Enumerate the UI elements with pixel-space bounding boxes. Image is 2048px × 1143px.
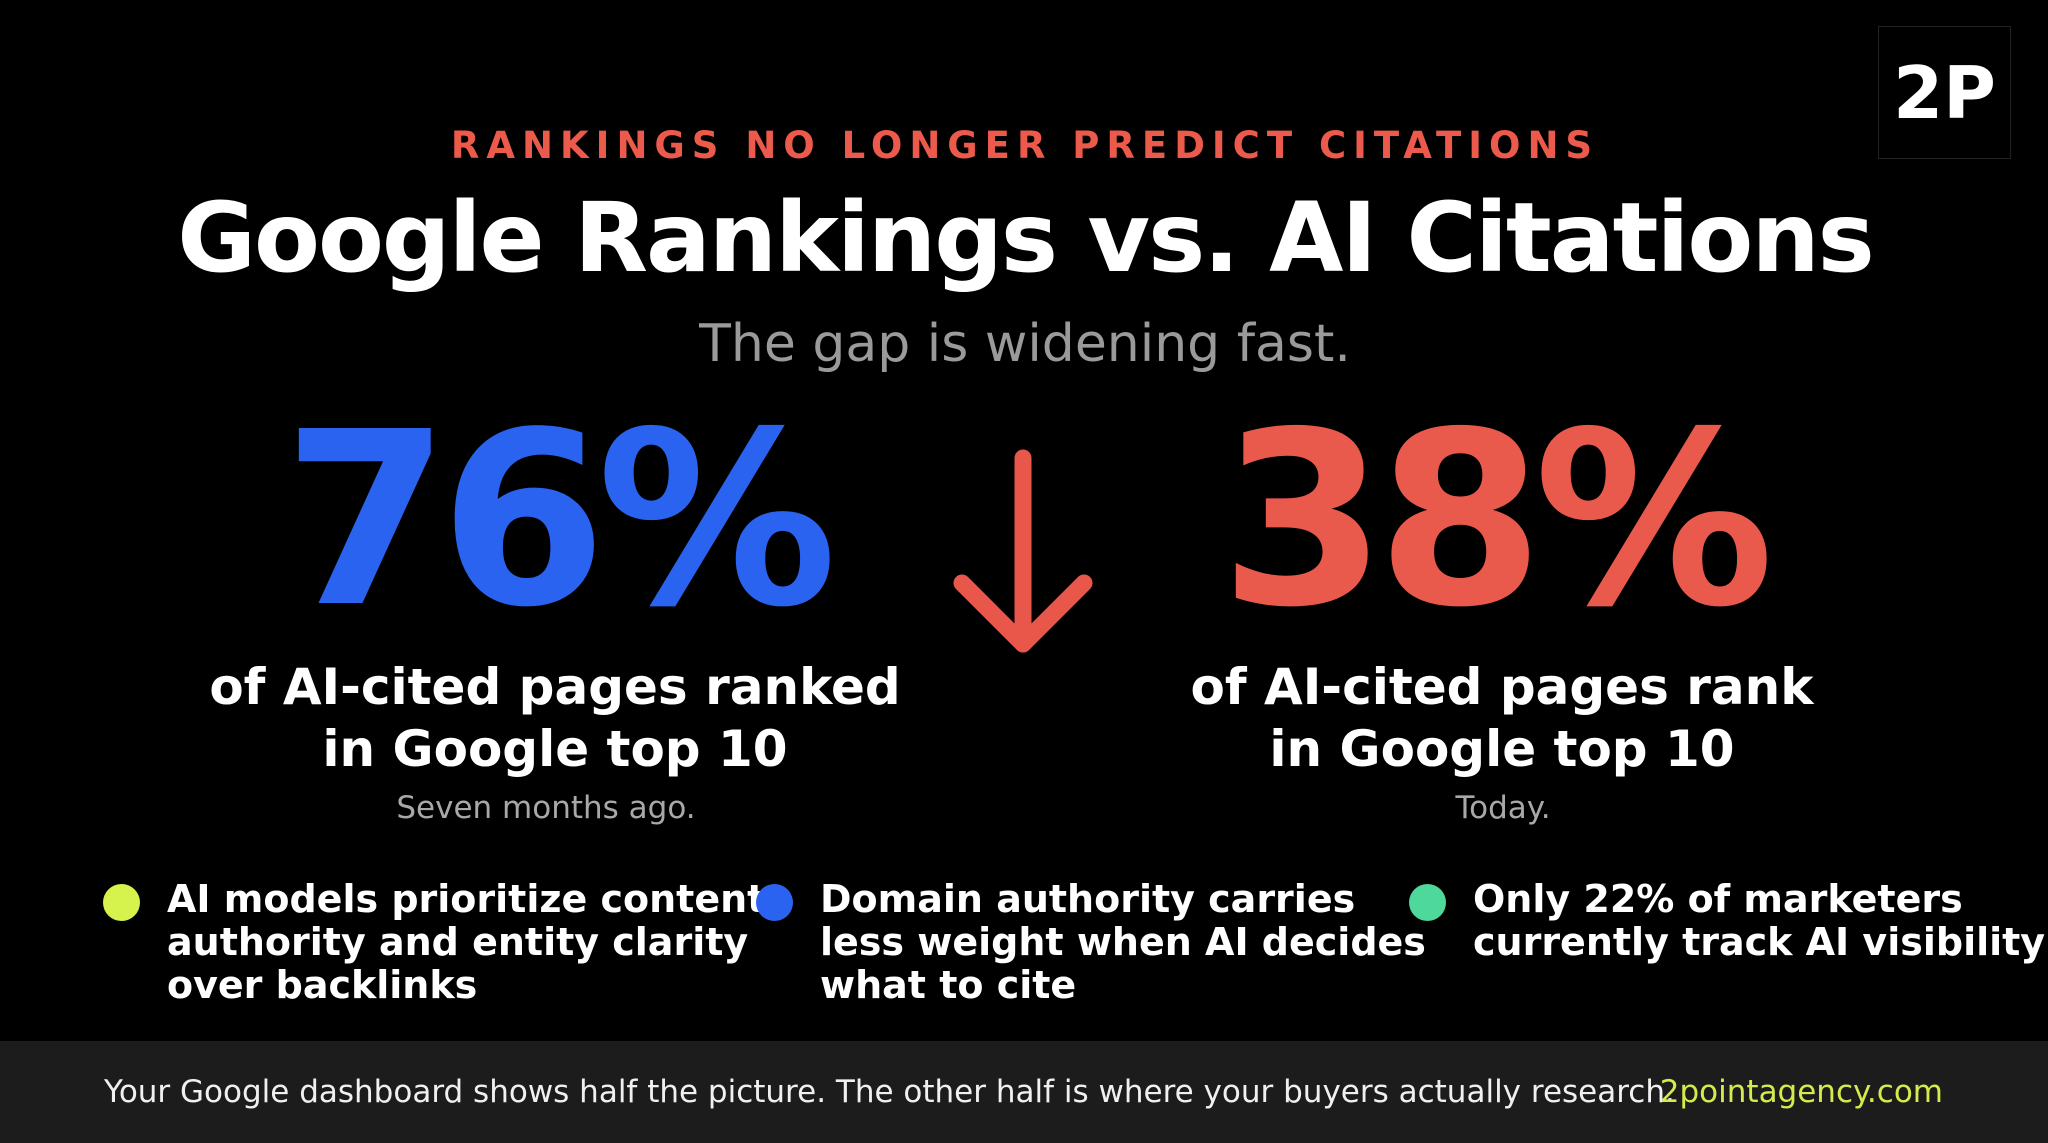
- down-arrow: [953, 449, 1093, 653]
- bullet-line: what to cite: [820, 963, 1077, 1007]
- logo: 2P: [1878, 26, 2011, 159]
- stat-label: of AI-cited pages ranked in Google top 1…: [209, 656, 900, 780]
- stat-label-line: of AI-cited pages ranked: [209, 658, 901, 716]
- bullet-line: Domain authority carries: [820, 877, 1356, 921]
- eyebrow: RANKINGS NO LONGER PREDICT CITATIONS: [450, 124, 1600, 167]
- stat-label-line: in Google top 10: [322, 720, 788, 778]
- stat-label-line: of AI-cited pages rank: [1190, 658, 1814, 716]
- stat-value: 76%: [282, 380, 837, 660]
- bullet: Domain authority carries less weight whe…: [820, 878, 1426, 1007]
- bullet-line: AI models prioritize content: [167, 877, 766, 921]
- subtitle: The gap is widening fast.: [699, 314, 1351, 374]
- bullet-dot: [756, 884, 793, 921]
- stat-value: 38%: [1219, 380, 1774, 660]
- bullet-line: currently track AI visibility: [1473, 920, 2046, 964]
- title: Google Rankings vs. AI Citations: [177, 182, 1875, 294]
- stat-note: Today.: [1455, 790, 1551, 826]
- bullet: Only 22% of marketers currently track AI…: [1473, 878, 2045, 964]
- footer-link[interactable]: 2pointagency.com: [1659, 1074, 1943, 1110]
- footer-text: Your Google dashboard shows half the pic…: [104, 1074, 1675, 1110]
- bullet: AI models prioritize content authority a…: [167, 878, 765, 1007]
- bullet-line: Only 22% of marketers: [1473, 877, 1963, 921]
- bullet-line: over backlinks: [167, 963, 478, 1007]
- bullet-dot: [1409, 884, 1446, 921]
- bullet-line: less weight when AI decides: [820, 920, 1426, 964]
- stat-note: Seven months ago.: [396, 790, 696, 826]
- stat-label: of AI-cited pages rank in Google top 10: [1191, 656, 1814, 780]
- bullet-line: authority and entity clarity: [167, 920, 749, 964]
- footer-bar: [0, 1041, 2048, 1143]
- stat-label-line: in Google top 10: [1269, 720, 1735, 778]
- bullet-dot: [103, 884, 140, 921]
